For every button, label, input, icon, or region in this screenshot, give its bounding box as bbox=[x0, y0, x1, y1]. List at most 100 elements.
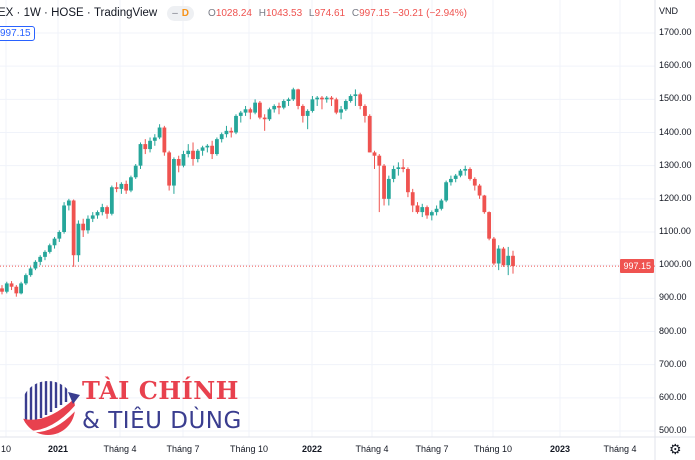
candle-body bbox=[57, 232, 62, 239]
price-tick-label: 1600.00 bbox=[659, 60, 692, 71]
candle-body bbox=[324, 97, 329, 100]
open-value: 1028.24 bbox=[215, 7, 252, 19]
time-tick-label: Tháng 4 bbox=[103, 444, 137, 454]
candle bbox=[257, 100, 262, 120]
candle-body bbox=[367, 115, 372, 153]
candle-body bbox=[315, 97, 320, 100]
candle-body bbox=[300, 105, 305, 116]
candle bbox=[334, 97, 339, 115]
candle bbox=[205, 144, 210, 153]
candle-body bbox=[406, 168, 410, 193]
candle bbox=[100, 203, 105, 216]
candle bbox=[138, 142, 143, 169]
candle-body bbox=[90, 215, 95, 219]
candle bbox=[119, 182, 124, 194]
candle-body bbox=[205, 145, 210, 148]
candle-body bbox=[28, 268, 33, 276]
candle bbox=[310, 96, 315, 113]
candle-body bbox=[267, 109, 272, 120]
candle-body bbox=[100, 207, 105, 213]
candle bbox=[81, 218, 86, 237]
candle-body bbox=[482, 195, 487, 213]
symbol-name[interactable]: EX bbox=[0, 7, 14, 19]
candle bbox=[439, 198, 444, 211]
candle bbox=[129, 175, 133, 193]
delayed-badge: D bbox=[181, 7, 190, 19]
candle bbox=[458, 168, 463, 178]
candle-body bbox=[71, 200, 76, 256]
candle bbox=[224, 125, 229, 138]
candle-body bbox=[138, 144, 143, 166]
candle-body bbox=[47, 245, 52, 252]
candle-body bbox=[234, 115, 238, 133]
candle bbox=[315, 96, 320, 106]
separator: · bbox=[16, 7, 21, 19]
open-label: O bbox=[208, 7, 216, 19]
candle-body bbox=[372, 152, 377, 156]
candle-body bbox=[382, 165, 386, 199]
interval[interactable]: 1W bbox=[23, 7, 41, 19]
candle-body bbox=[172, 159, 176, 186]
candle-body bbox=[33, 261, 38, 269]
candle bbox=[396, 162, 401, 176]
candle bbox=[463, 165, 468, 176]
candle-body bbox=[358, 94, 363, 106]
time-tick-label: Tháng 10 bbox=[229, 444, 269, 454]
candle bbox=[28, 266, 33, 277]
candle-body bbox=[310, 99, 315, 111]
candle-body bbox=[200, 147, 205, 151]
candle bbox=[296, 88, 300, 110]
candle-body bbox=[66, 200, 71, 206]
candle bbox=[219, 132, 224, 143]
candle bbox=[386, 175, 391, 206]
candle bbox=[406, 167, 410, 198]
time-tick-label: 10 bbox=[0, 444, 12, 454]
candle-body bbox=[43, 251, 47, 257]
candle-body bbox=[81, 223, 86, 231]
candle bbox=[253, 99, 258, 115]
candle bbox=[66, 198, 71, 211]
high-label: H bbox=[258, 7, 266, 19]
candle bbox=[329, 96, 334, 106]
candle bbox=[343, 99, 348, 111]
candle-body bbox=[415, 205, 420, 213]
gear-icon[interactable]: ⚙ bbox=[669, 441, 682, 457]
candle bbox=[281, 99, 286, 110]
candle-body bbox=[453, 175, 458, 179]
candle bbox=[496, 245, 501, 271]
candle-body bbox=[296, 89, 300, 106]
close-label: C bbox=[351, 7, 360, 19]
candle-body bbox=[458, 170, 463, 176]
candle bbox=[124, 180, 129, 194]
candle bbox=[200, 145, 205, 156]
currency-label[interactable]: VND bbox=[659, 6, 679, 16]
candle bbox=[382, 164, 386, 206]
candle-body bbox=[143, 144, 148, 150]
candle bbox=[133, 164, 138, 179]
candle bbox=[105, 205, 109, 219]
candle bbox=[14, 285, 19, 297]
candle-body bbox=[133, 165, 138, 178]
candle bbox=[19, 281, 24, 295]
candle-body bbox=[62, 205, 66, 232]
watermark-logo: TÀI CHÍNH & TIÊU DÙNG bbox=[20, 376, 260, 440]
candle bbox=[157, 124, 162, 140]
market-status-pill[interactable]: – D bbox=[167, 5, 195, 21]
candle-body bbox=[219, 134, 224, 140]
candle-body bbox=[410, 192, 415, 206]
candle-body bbox=[468, 168, 472, 179]
candle bbox=[377, 154, 382, 213]
candle bbox=[195, 149, 200, 163]
data-source: TradingView bbox=[93, 7, 158, 19]
candle bbox=[9, 281, 14, 291]
price-tick-label: 1400.00 bbox=[659, 126, 692, 137]
candle bbox=[420, 203, 425, 218]
candle bbox=[305, 109, 310, 130]
candle-body bbox=[444, 182, 449, 201]
candle bbox=[238, 110, 243, 123]
candle bbox=[286, 97, 291, 106]
candle bbox=[277, 102, 281, 115]
candle-body bbox=[23, 275, 28, 284]
candle bbox=[38, 255, 43, 266]
